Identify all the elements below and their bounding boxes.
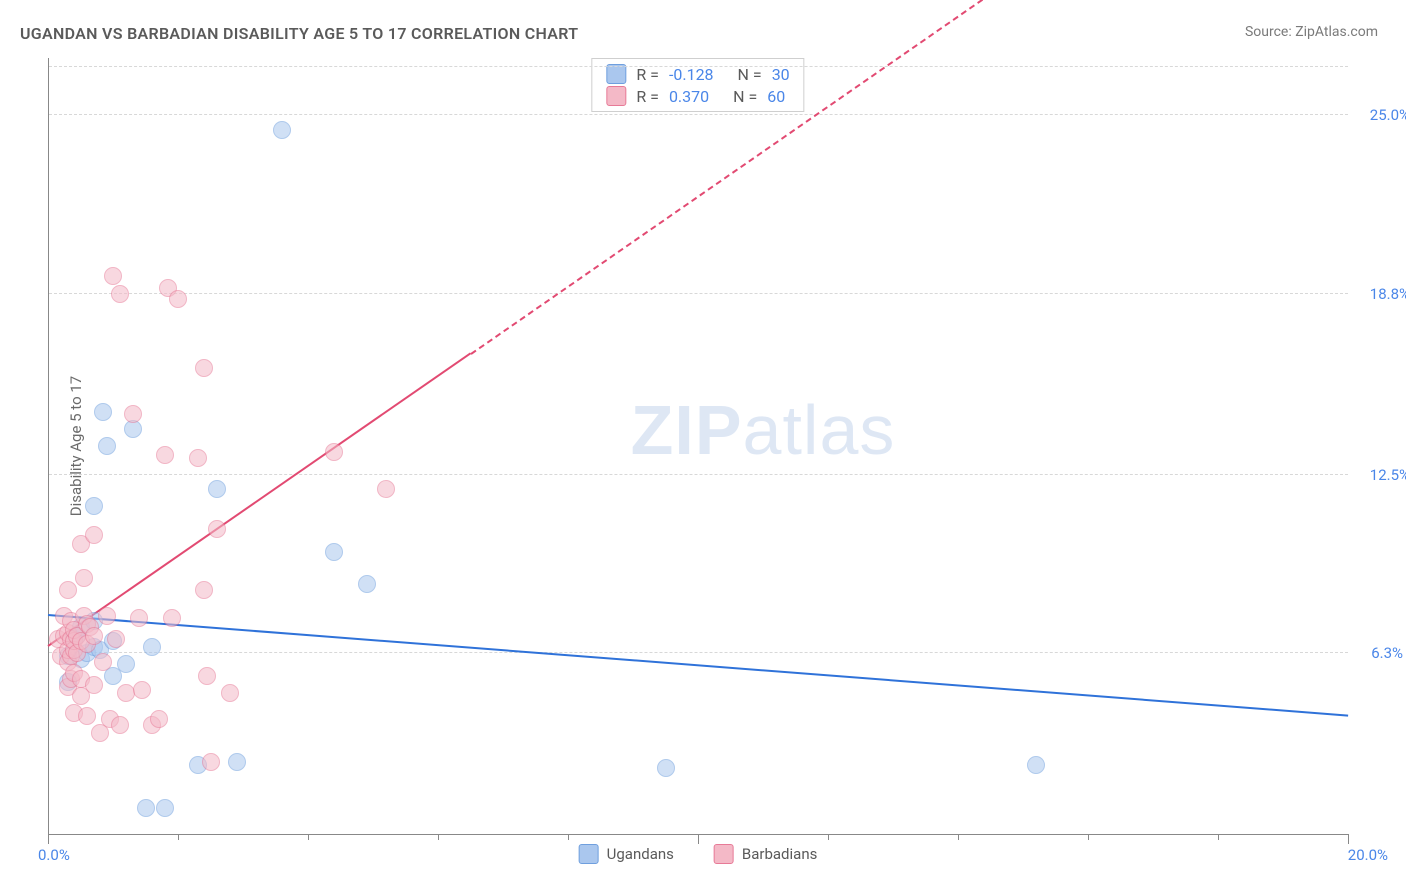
legend-item-barbadians: Barbadians	[714, 844, 817, 864]
legend-label-ugandans: Ugandans	[607, 845, 674, 863]
y-axis-line	[48, 58, 49, 834]
legend-swatch-barbadians	[714, 844, 734, 864]
scatter-point	[94, 403, 112, 421]
y-tick-label: 18.8%	[1370, 285, 1406, 303]
scatter-point	[130, 609, 148, 627]
trend-line	[47, 353, 471, 647]
scatter-point	[195, 581, 213, 599]
x-axis-end-label: 20.0%	[1348, 846, 1388, 864]
chart-container: UGANDAN VS BARBADIAN DISABILITY AGE 5 TO…	[0, 0, 1406, 892]
legend-label-barbadians: Barbadians	[742, 845, 817, 863]
y-tick-label: 25.0%	[1370, 106, 1406, 124]
trend-line	[470, 0, 1024, 354]
x-tick	[438, 834, 439, 840]
x-tick	[1218, 834, 1219, 840]
stats-R-value-ugandans: -0.128	[669, 65, 714, 84]
scatter-point	[195, 359, 213, 377]
stats-N-label: N =	[738, 65, 762, 84]
scatter-point	[98, 607, 116, 625]
x-tick	[698, 834, 699, 844]
x-axis-legend: Ugandans Barbadians	[579, 844, 818, 864]
scatter-point	[189, 449, 207, 467]
scatter-point	[137, 799, 155, 817]
x-tick	[568, 834, 569, 840]
stats-N-value-ugandans: 30	[772, 65, 790, 84]
scatter-point	[75, 569, 93, 587]
scatter-point	[107, 630, 125, 648]
scatter-point	[98, 437, 116, 455]
x-tick	[828, 834, 829, 840]
x-tick	[48, 834, 49, 844]
scatter-point	[85, 676, 103, 694]
x-tick	[178, 834, 179, 840]
y-tick-label: 12.5%	[1370, 466, 1406, 484]
scatter-point	[143, 638, 161, 656]
scatter-point	[273, 121, 291, 139]
stats-N-value-barbadians: 60	[767, 87, 785, 106]
scatter-point	[85, 497, 103, 515]
stats-row-barbadians: R = 0.370 N = 60	[592, 85, 803, 107]
stats-R-label: R =	[636, 65, 659, 84]
legend-swatch-ugandans	[579, 844, 599, 864]
scatter-point	[133, 681, 151, 699]
stats-R-label: R =	[636, 87, 659, 106]
gridline-h	[49, 293, 1348, 294]
watermark: ZIPatlas	[631, 390, 896, 470]
scatter-point	[124, 405, 142, 423]
watermark-zip: ZIP	[631, 391, 743, 469]
scatter-point	[163, 609, 181, 627]
scatter-point	[156, 446, 174, 464]
gridline-h	[49, 114, 1348, 115]
watermark-atlas: atlas	[743, 391, 896, 469]
legend-item-ugandans: Ugandans	[579, 844, 674, 864]
scatter-point	[94, 653, 112, 671]
scatter-point	[228, 753, 246, 771]
gridline-h	[49, 652, 1348, 653]
trend-line	[48, 614, 1348, 717]
scatter-point	[1027, 756, 1045, 774]
scatter-point	[117, 655, 135, 673]
x-tick	[308, 834, 309, 840]
x-tick	[1088, 834, 1089, 840]
y-tick-label: 6.3%	[1371, 644, 1403, 662]
scatter-point	[208, 520, 226, 538]
scatter-point	[377, 480, 395, 498]
scatter-point	[111, 716, 129, 734]
swatch-ugandans	[606, 64, 626, 84]
scatter-point	[325, 543, 343, 561]
stats-R-value-barbadians: 0.370	[669, 87, 709, 106]
scatter-point	[85, 627, 103, 645]
gridline-h	[49, 66, 1348, 67]
chart-title: UGANDAN VS BARBADIAN DISABILITY AGE 5 TO…	[20, 24, 578, 43]
scatter-point	[169, 290, 187, 308]
x-axis-start-label: 0.0%	[38, 846, 70, 864]
source-prefix: Source:	[1245, 24, 1295, 40]
scatter-point	[104, 267, 122, 285]
scatter-point	[111, 285, 129, 303]
scatter-point	[117, 684, 135, 702]
scatter-point	[156, 799, 174, 817]
source-label: Source: ZipAtlas.com	[1245, 24, 1378, 40]
plot-area: ZIPatlas R = -0.128 N = 30 R = 0.370 N =…	[48, 58, 1348, 835]
scatter-point	[85, 526, 103, 544]
scatter-point	[657, 759, 675, 777]
swatch-barbadians	[606, 86, 626, 106]
scatter-point	[59, 581, 77, 599]
x-tick	[1348, 834, 1349, 844]
scatter-point	[202, 753, 220, 771]
scatter-point	[198, 667, 216, 685]
source-link[interactable]: ZipAtlas.com	[1295, 24, 1378, 40]
scatter-point	[208, 480, 226, 498]
gridline-h	[49, 474, 1348, 475]
scatter-point	[150, 710, 168, 728]
scatter-point	[221, 684, 239, 702]
scatter-point	[325, 443, 343, 461]
stats-N-label: N =	[733, 87, 757, 106]
scatter-point	[358, 575, 376, 593]
x-tick	[958, 834, 959, 840]
scatter-point	[78, 707, 96, 725]
